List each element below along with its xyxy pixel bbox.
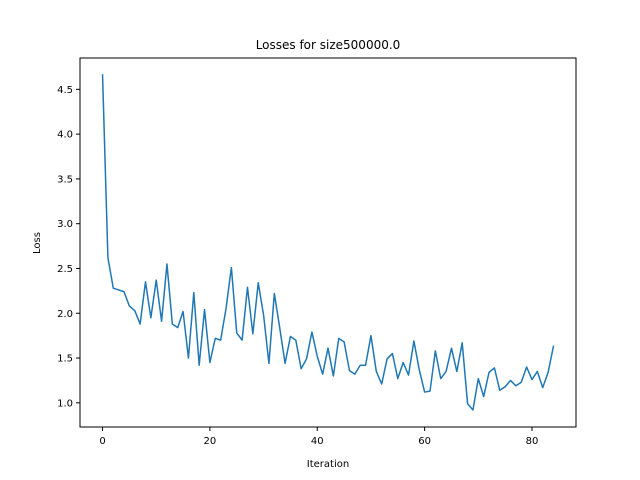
x-axis-label: Iteration bbox=[307, 459, 349, 470]
x-tick-label: 60 bbox=[418, 436, 431, 447]
line-layer bbox=[101, 74, 555, 411]
y-tick-label: 1.5 bbox=[57, 354, 73, 365]
y-tick-label: 3.0 bbox=[57, 219, 73, 230]
y-axis-label: Loss bbox=[32, 232, 43, 254]
x-tick-label: 80 bbox=[526, 436, 539, 447]
x-tick-label: 0 bbox=[99, 436, 105, 447]
y-tick-label: 3.5 bbox=[57, 174, 73, 185]
y-tick-label: 2.0 bbox=[57, 309, 73, 320]
y-axis-ticks: 1.0 1.5 2.0 2.5 3.0 3.5 4.0 4.5 bbox=[57, 85, 80, 409]
x-tick-label: 20 bbox=[204, 436, 217, 447]
chart-title: Losses for size500000.0 bbox=[256, 38, 401, 52]
y-tick-label: 2.5 bbox=[57, 264, 73, 275]
y-tick-label: 1.0 bbox=[57, 398, 73, 409]
x-axis-ticks: 0 20 40 60 80 bbox=[99, 427, 538, 447]
plot-area-frame bbox=[79, 57, 577, 428]
x-tick-label: 40 bbox=[311, 436, 324, 447]
y-tick-label: 4.5 bbox=[57, 85, 73, 96]
loss-series-line bbox=[101, 74, 555, 411]
y-tick-label: 4.0 bbox=[57, 130, 73, 141]
